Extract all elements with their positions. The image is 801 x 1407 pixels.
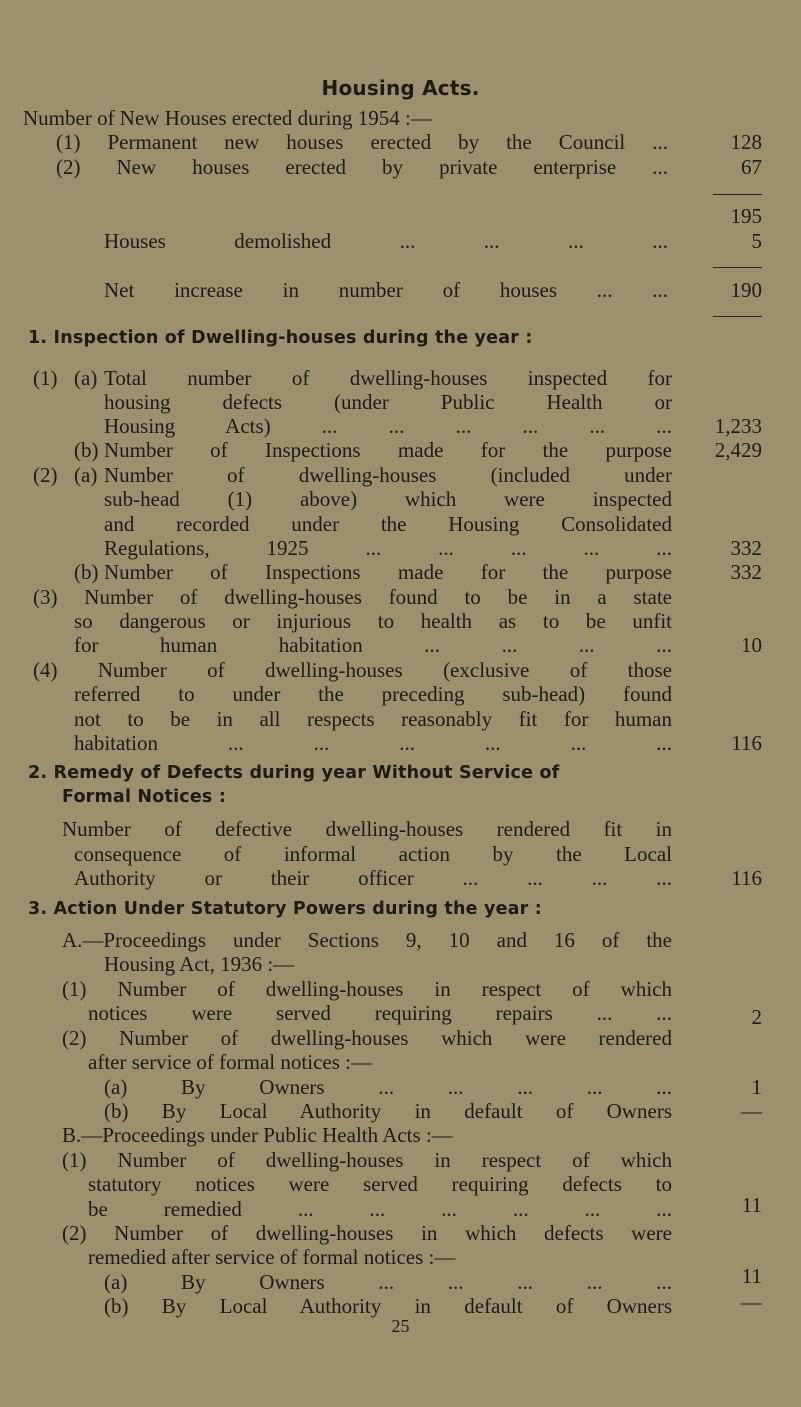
text-line: not to be in all respects reasonably fit…: [74, 707, 672, 731]
text-line: so dangerous or injurious to health as t…: [74, 609, 672, 633]
sum-rule: [713, 267, 762, 268]
value: —: [741, 1099, 762, 1123]
text-line: for human habitation ... ... ... ...: [74, 633, 672, 657]
text-line: (b) By Local Authority in default of Own…: [104, 1294, 672, 1318]
section-2-heading: 2. Remedy of Defects during year Without…: [28, 763, 560, 783]
page-number: 25: [391, 1316, 410, 1336]
text-line: and recorded under the Housing Consolida…: [104, 512, 672, 536]
text-line: remedied after service of formal notices…: [88, 1245, 456, 1269]
text-line: sub-head (1) above) which were inspected: [104, 487, 672, 511]
net-increase-label: Net increase in number of houses ... ...: [104, 278, 668, 302]
section-3-heading: 3. Action Under Statutory Powers during …: [28, 899, 542, 919]
value: 1,233: [714, 414, 762, 438]
text-line: referred to under the preceding sub-head…: [74, 682, 672, 706]
new-houses-item: (2) New houses erected by private enterp…: [56, 155, 668, 179]
text-line: Housing Acts) ... ... ... ... ... ...: [104, 414, 672, 438]
text-line: (b) By Local Authority in default of Own…: [104, 1099, 672, 1123]
text-line: Number of Inspections made for the purpo…: [104, 560, 672, 584]
value: 11: [741, 1193, 762, 1217]
text-line: Number of dwelling-houses (included unde…: [104, 463, 672, 487]
section-1-heading: 1. Inspection of Dwelling-houses during …: [28, 328, 533, 348]
item-letter: (b): [74, 560, 99, 584]
item-number: (1): [33, 366, 58, 390]
text-line: housing defects (under Public Health or: [104, 390, 672, 414]
item-letter: (a): [74, 366, 98, 390]
new-houses-item: (1) Permanent new houses erected by the …: [56, 130, 668, 154]
value: 2,429: [714, 438, 762, 462]
demolished-label: Houses demolished ... ... ... ...: [104, 229, 668, 253]
value: 332: [730, 536, 763, 560]
text-line: (4) Number of dwelling-houses (exclusive…: [33, 658, 672, 682]
value: 1: [751, 1075, 763, 1099]
text-line: Total number of dwelling-houses inspecte…: [104, 366, 672, 390]
text-line: Number of defective dwelling-houses rend…: [62, 817, 672, 841]
subtotal-value: 195: [730, 204, 763, 228]
value: 116: [731, 866, 762, 890]
text-line: Housing Act, 1936 :—: [104, 952, 295, 976]
text-line: (a) By Owners ... ... ... ... ...: [104, 1270, 672, 1294]
sum-rule: [713, 316, 762, 317]
new-houses-intro: Number of New Houses erected during 1954…: [23, 106, 432, 130]
text-line: Authority or their officer ... ... ... .…: [74, 866, 672, 890]
text-line: (3) Number of dwelling-houses found to b…: [33, 585, 672, 609]
item-number: (2): [33, 463, 58, 487]
page-title: Housing Acts.: [321, 76, 480, 100]
text-line: (2) Number of dwelling-houses which were…: [62, 1026, 672, 1050]
new-houses-value: 128: [730, 130, 763, 154]
value: 332: [730, 560, 763, 584]
text-line: (2) Number of dwelling-houses in which d…: [62, 1221, 672, 1245]
section-2-heading-cont: Formal Notices :: [62, 787, 227, 807]
text-line: Number of Inspections made for the purpo…: [104, 438, 672, 462]
text-line: A.—Proceedings under Sections 9, 10 and …: [62, 928, 672, 952]
text-line: notices were served requiring repairs ..…: [88, 1001, 672, 1025]
text-line: (1) Number of dwelling-houses in respect…: [62, 977, 672, 1001]
text-line: Regulations, 1925 ... ... ... ... ...: [104, 536, 672, 560]
value: 11: [741, 1264, 762, 1288]
text-line: (1) Number of dwelling-houses in respect…: [62, 1148, 672, 1172]
value: 116: [731, 731, 762, 755]
text-line: statutory notices were served requiring …: [88, 1172, 672, 1196]
value: 10: [741, 633, 762, 657]
new-houses-value: 67: [741, 155, 762, 179]
sum-rule: [713, 194, 762, 195]
text-line: after service of formal notices :—: [88, 1050, 372, 1074]
value: 2: [751, 1005, 763, 1029]
text-line: habitation ... ... ... ... ... ...: [74, 731, 672, 755]
item-letter: (a): [74, 463, 98, 487]
text-line: (a) By Owners ... ... ... ... ...: [104, 1075, 672, 1099]
item-letter: (b): [74, 438, 99, 462]
text-line: B.—Proceedings under Public Health Acts …: [62, 1123, 453, 1147]
demolished-value: 5: [751, 229, 763, 253]
value: —: [741, 1290, 762, 1314]
text-line: be remedied ... ... ... ... ... ...: [88, 1197, 672, 1221]
text-line: consequence of informal action by the Lo…: [74, 842, 672, 866]
net-increase-value: 190: [730, 278, 763, 302]
